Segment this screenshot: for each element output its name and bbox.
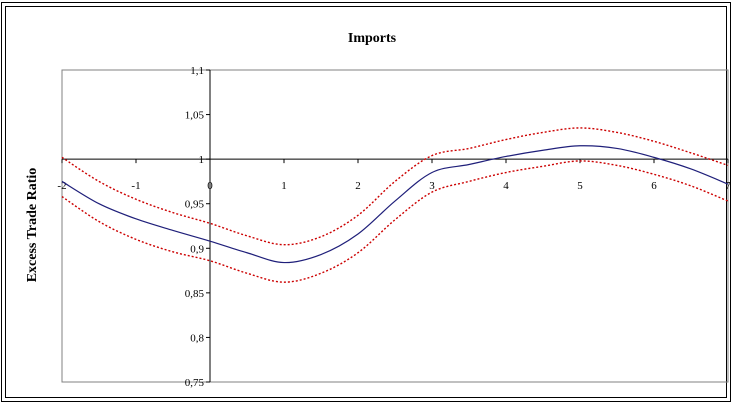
x-tick-label: 3 — [429, 180, 435, 192]
y-tick-label: 0,85 — [185, 288, 205, 300]
x-tick-label: 1 — [281, 180, 287, 192]
plot-area — [61, 69, 729, 383]
y-tick-label: 1 — [199, 154, 205, 166]
series-line-lower-band — [61, 160, 729, 283]
x-tick-label: 0 — [207, 180, 213, 192]
y-tick-label: 0,95 — [185, 199, 205, 211]
x-tick-label: 5 — [577, 180, 583, 192]
chart-title: Imports — [348, 31, 397, 46]
x-tick-label: 2 — [355, 180, 361, 192]
x-tick-label: 6 — [651, 180, 657, 192]
y-tick-label: 1,05 — [185, 110, 205, 122]
x-tick-label: -1 — [131, 180, 140, 192]
y-tick-label: 1,1 — [190, 65, 204, 77]
y-axis-label: Excess Trade Ratio — [25, 168, 40, 283]
y-tick-label: 0,8 — [190, 332, 204, 344]
x-tick-label: 7 — [725, 180, 731, 192]
y-tick-label: 0,9 — [190, 243, 204, 255]
x-tick-label: -2 — [57, 180, 66, 192]
x-tick-label: 4 — [503, 180, 509, 192]
series-line-upper-band — [61, 127, 729, 246]
series-line-estimate — [61, 145, 729, 264]
y-tick-label: 0,75 — [185, 377, 205, 389]
